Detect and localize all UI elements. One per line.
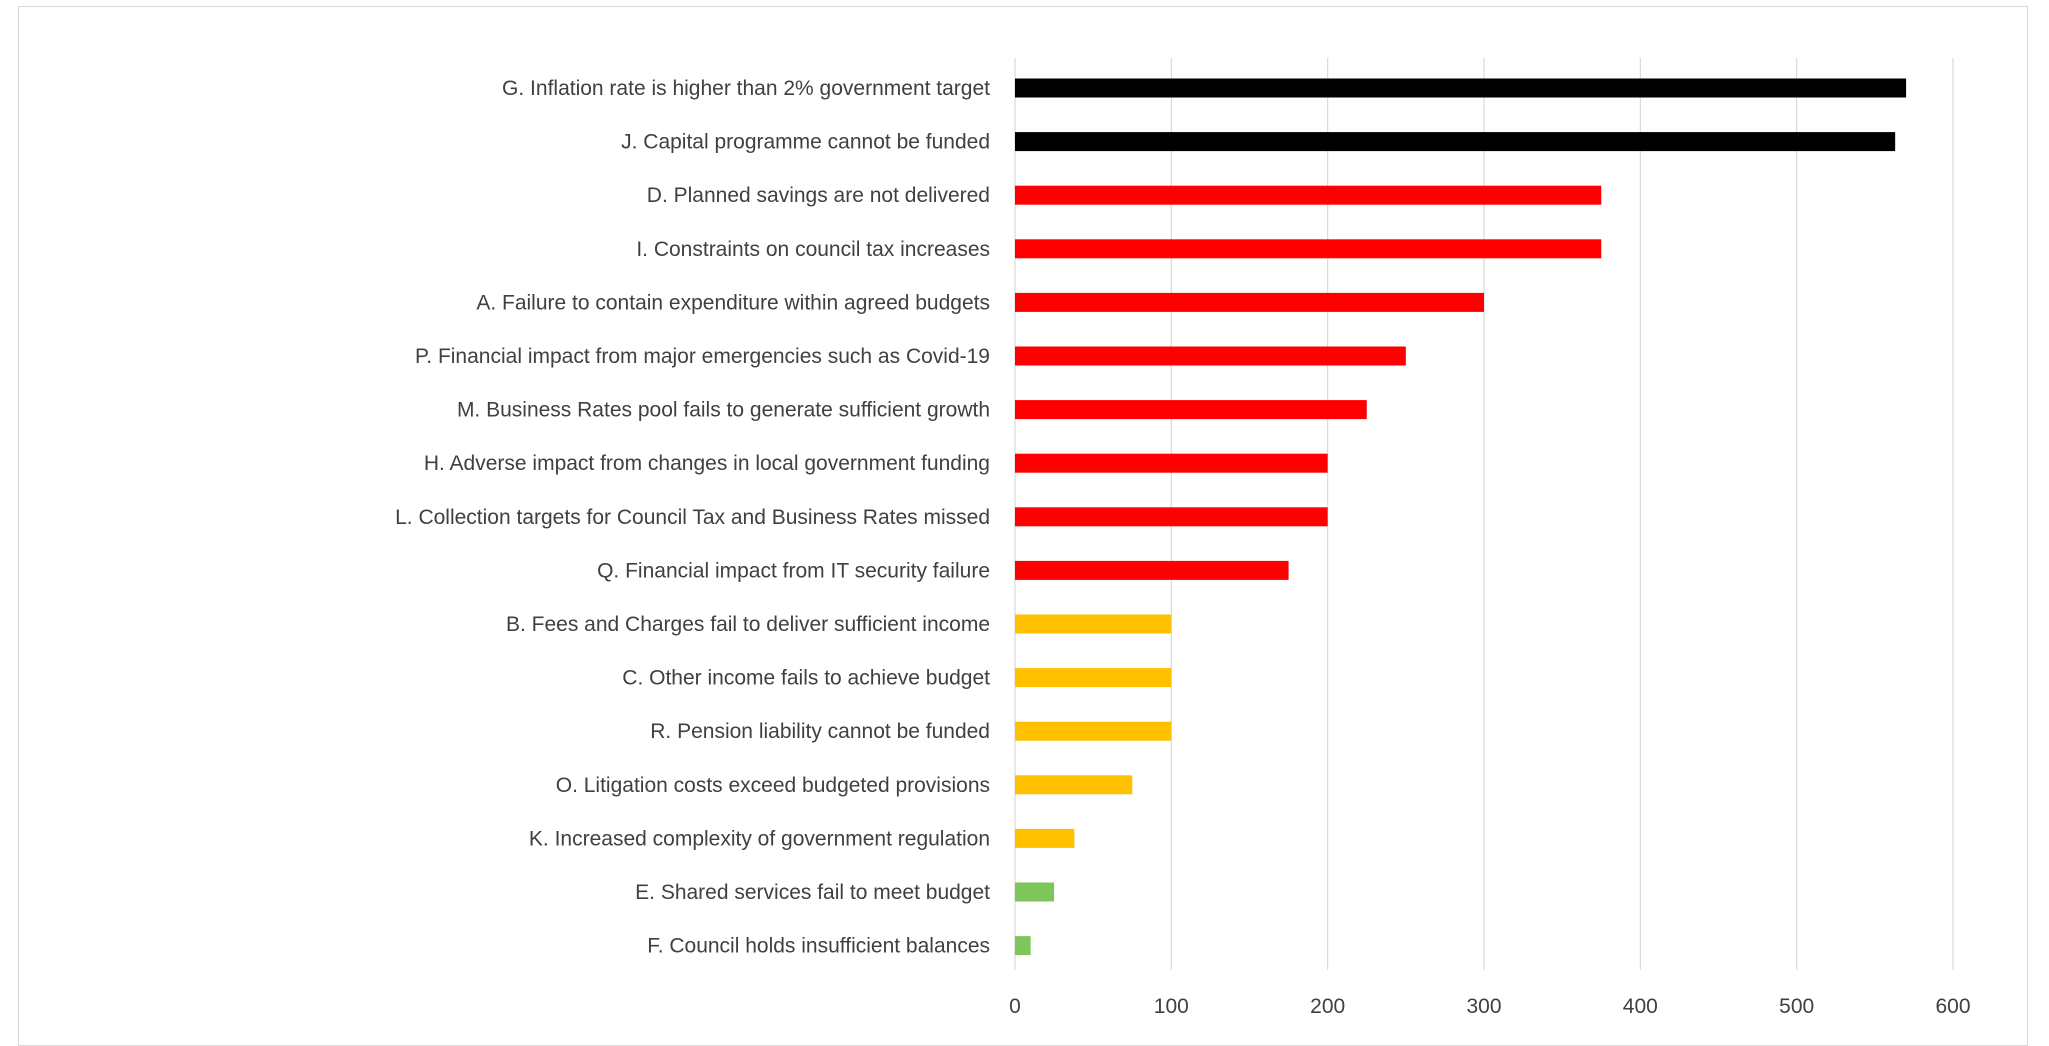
category-label: G. Inflation rate is higher than 2% gove…	[502, 77, 990, 100]
bar	[1015, 185, 1602, 205]
category-labels: G. Inflation rate is higher than 2% gove…	[395, 77, 990, 958]
category-label: Q. Financial impact from IT security fai…	[597, 559, 990, 582]
category-label: L. Collection targets for Council Tax an…	[395, 506, 990, 529]
bar	[1015, 775, 1133, 795]
bar	[1015, 453, 1328, 473]
category-label: E. Shared services fail to meet budget	[635, 881, 990, 904]
x-tick-label: 500	[1779, 995, 1814, 1018]
category-label: D. Planned savings are not delivered	[647, 184, 990, 207]
bar	[1015, 346, 1406, 366]
bar	[1015, 936, 1031, 956]
bar	[1015, 614, 1172, 634]
category-label: J. Capital programme cannot be funded	[621, 131, 990, 154]
x-tick-label: 600	[1935, 995, 1970, 1018]
gridlines	[1014, 58, 1954, 970]
category-label: R. Pension liability cannot be funded	[650, 720, 990, 743]
category-label: F. Council holds insufficient balances	[647, 935, 990, 958]
x-tick-label: 400	[1623, 995, 1658, 1018]
x-axis-ticks: 0 100 200 300 400 500 600	[1009, 995, 1970, 1018]
bar	[1015, 721, 1172, 741]
category-label: C. Other income fails to achieve budget	[622, 667, 990, 690]
x-tick-label: 100	[1154, 995, 1189, 1018]
bar	[1015, 668, 1172, 688]
bar	[1015, 507, 1328, 527]
category-label: O. Litigation costs exceed budgeted prov…	[556, 774, 990, 797]
bar	[1015, 239, 1602, 259]
bar	[1015, 400, 1367, 420]
category-label: B. Fees and Charges fail to deliver suff…	[506, 613, 990, 636]
bar	[1015, 292, 1484, 312]
x-tick-label: 300	[1466, 995, 1501, 1018]
category-label: I. Constraints on council tax increases	[636, 238, 990, 261]
category-label: A. Failure to contain expenditure within…	[476, 291, 990, 314]
bar	[1015, 132, 1896, 152]
bar	[1015, 882, 1055, 902]
bar-chart: G. Inflation rate is higher than 2% gove…	[395, 58, 1971, 1018]
category-label: M. Business Rates pool fails to generate…	[457, 399, 990, 422]
bars	[1015, 78, 1907, 956]
x-tick-label: 200	[1310, 995, 1345, 1018]
category-label: P. Financial impact from major emergenci…	[415, 345, 990, 368]
bar	[1015, 78, 1907, 98]
x-tick-label: 0	[1009, 995, 1021, 1018]
category-label: H. Adverse impact from changes in local …	[424, 452, 990, 475]
category-label: K. Increased complexity of government re…	[529, 827, 990, 850]
bar	[1015, 828, 1075, 848]
bar	[1015, 560, 1289, 580]
